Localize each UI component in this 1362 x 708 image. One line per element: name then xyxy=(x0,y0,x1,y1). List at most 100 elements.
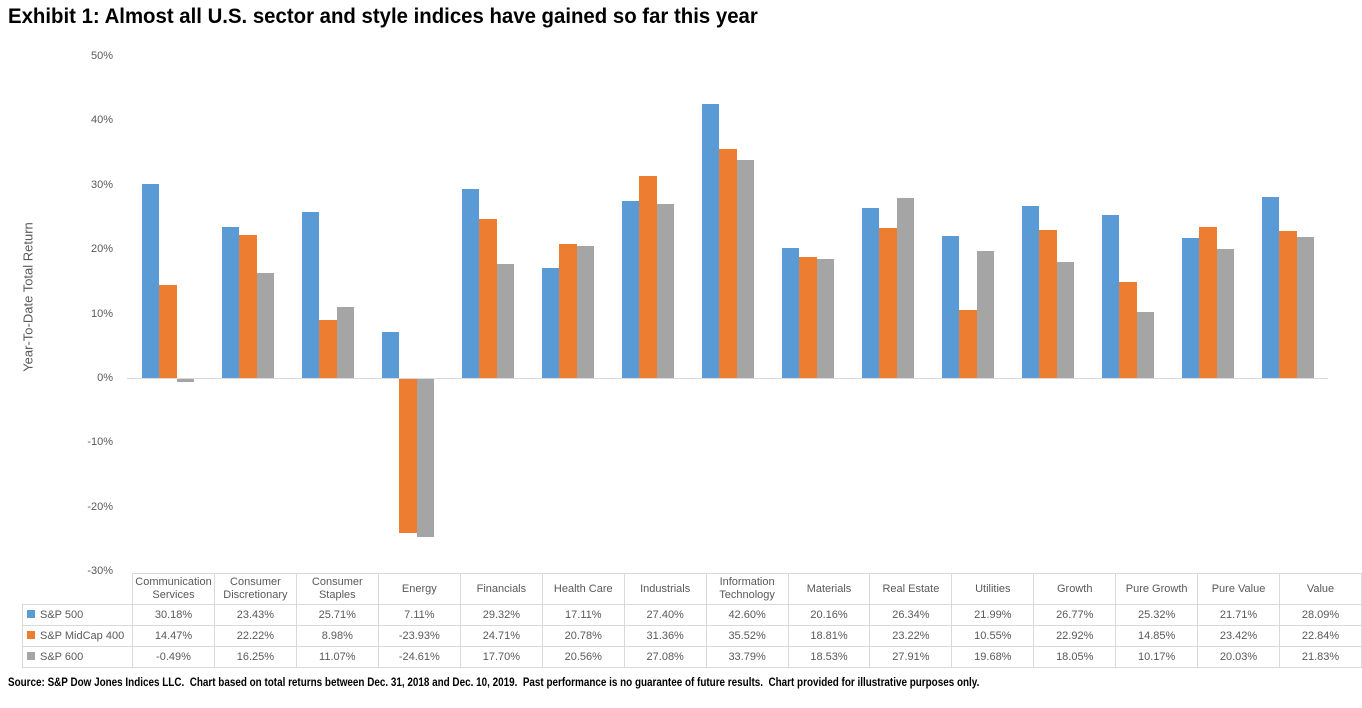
plot-area xyxy=(127,56,1328,572)
table-value-s-p-500-materials: 20.16% xyxy=(787,604,871,626)
table-value-s-p-600-utilities: 19.68% xyxy=(951,646,1035,668)
bar-group-pure-value xyxy=(1168,56,1248,572)
bar-group-health-care xyxy=(528,56,608,572)
table-value-s-p-midcap-400-financials: 24.71% xyxy=(459,625,543,647)
table-value-s-p-600-pure-growth: 10.17% xyxy=(1115,646,1199,668)
bar-s-p-500-pure-value xyxy=(1181,238,1200,378)
bar-s-p-600-financials xyxy=(496,263,515,378)
table-value-s-p-500-value: 28.09% xyxy=(1278,604,1362,626)
bar-group-utilities xyxy=(928,56,1008,572)
bar-s-p-600-utilities xyxy=(976,251,995,378)
table-value-s-p-midcap-400-growth: 22.92% xyxy=(1033,625,1117,647)
legend-cell-s-p-600: S&P 600 xyxy=(21,646,134,668)
table-value-s-p-500-financials: 29.32% xyxy=(459,604,543,626)
bar-s-p-600-materials xyxy=(816,258,835,378)
data-table: Communication Services Consumer Discretio… xyxy=(21,573,1362,668)
table-row-s-p-midcap-400: S&P MidCap 400 14.47% 22.22% 8.98% -23.93% 24… xyxy=(21,625,1362,647)
table-value-s-p-600-consumer-discretionary: 16.25% xyxy=(213,646,297,668)
legend-cell-s-p-midcap-400: S&P MidCap 400 xyxy=(21,625,134,647)
table-col-header-real-estate: Real Estate xyxy=(869,573,953,605)
bar-group-consumer-discretionary xyxy=(208,56,288,572)
table-value-s-p-midcap-400-health-care: 20.78% xyxy=(541,625,625,647)
table-value-s-p-500-industrials: 27.40% xyxy=(623,604,707,626)
table-col-header-communication-services: Communication Services xyxy=(132,573,215,605)
table-value-s-p-600-consumer-staples: 11.07% xyxy=(295,646,379,668)
bar-group-real-estate xyxy=(848,56,928,572)
bar-s-p-600-growth xyxy=(1056,261,1075,378)
bar-s-p-500-energy xyxy=(381,332,400,378)
legend-swatch-s-p-midcap-400 xyxy=(27,631,35,639)
bar-s-p-600-energy xyxy=(416,378,435,538)
table-corner-cell xyxy=(22,573,134,605)
chart-title: Exhibit 1: Almost all U.S. sector and st… xyxy=(8,5,758,28)
bar-s-p-midcap-400-utilities xyxy=(959,309,977,378)
bar-s-p-500-materials xyxy=(781,248,800,378)
table-col-header-energy: Energy xyxy=(377,573,461,605)
bar-s-p-midcap-400-growth xyxy=(1039,230,1057,378)
y-axis: 50% 40% 30% 20% 10% 0% -10% -20% -30% xyxy=(40,50,113,577)
y-tick-label: 20% xyxy=(90,243,113,256)
table-value-s-p-midcap-400-materials: 18.81% xyxy=(787,625,871,647)
bar-s-p-midcap-400-financials xyxy=(479,218,497,378)
bar-group-consumer-staples xyxy=(288,56,368,572)
y-tick-label: 10% xyxy=(90,307,113,320)
table-value-s-p-600-energy: -24.61% xyxy=(377,646,461,668)
bar-s-p-midcap-400-consumer-discretionary xyxy=(239,234,257,378)
table-col-header-pure-growth: Pure Growth xyxy=(1115,573,1199,605)
bar-s-p-midcap-400-pure-value xyxy=(1199,227,1217,378)
table-value-s-p-600-value: 21.83% xyxy=(1278,646,1362,668)
table-row-s-p-500: S&P 500 30.18% 23.43% 25.71% 7.11% 29.32% 17.1… xyxy=(21,604,1362,626)
table-value-s-p-500-real-estate: 26.34% xyxy=(869,604,953,626)
bar-s-p-500-financials xyxy=(461,189,480,378)
bar-s-p-500-growth xyxy=(1021,205,1040,378)
bar-s-p-500-pure-growth xyxy=(1101,214,1120,378)
table-col-header-health-care: Health Care xyxy=(541,573,625,605)
table-value-s-p-500-growth: 26.77% xyxy=(1033,604,1117,626)
bar-s-p-600-real-estate xyxy=(896,198,915,378)
bar-group-industrials xyxy=(608,56,688,572)
chart-area: Year-To-Date Total Return 50% 40% 30% 20% 10… xyxy=(0,40,1362,577)
bar-s-p-600-information-technology xyxy=(736,160,755,378)
bar-s-p-midcap-400-energy xyxy=(399,378,417,533)
bar-s-p-600-health-care xyxy=(576,245,595,378)
bar-s-p-midcap-400-real-estate xyxy=(879,228,897,378)
table-value-s-p-midcap-400-communication-services: 14.47% xyxy=(132,625,215,647)
bar-group-value xyxy=(1248,56,1328,572)
table-col-header-industrials: Industrials xyxy=(623,573,707,605)
bar-group-information-technology xyxy=(688,56,768,572)
bar-s-p-600-industrials xyxy=(656,203,675,378)
legend-label: S&P 500 xyxy=(40,609,84,621)
bar-s-p-midcap-400-communication-services xyxy=(159,284,177,378)
table-value-s-p-500-consumer-staples: 25.71% xyxy=(295,604,379,626)
bar-s-p-midcap-400-pure-growth xyxy=(1119,282,1137,378)
table-col-header-information-technology: Information Technology xyxy=(705,573,789,605)
zero-axis-line xyxy=(127,377,1328,379)
table-value-s-p-500-pure-growth: 25.32% xyxy=(1115,604,1199,626)
table-value-s-p-500-information-technology: 42.60% xyxy=(705,604,789,626)
table-value-s-p-600-materials: 18.53% xyxy=(787,646,871,668)
bar-s-p-600-communication-services xyxy=(176,378,195,383)
table-value-s-p-600-growth: 18.05% xyxy=(1033,646,1117,668)
table-value-s-p-midcap-400-real-estate: 23.22% xyxy=(869,625,953,647)
table-value-s-p-midcap-400-pure-value: 23.42% xyxy=(1197,625,1280,647)
bar-s-p-600-pure-value xyxy=(1216,248,1235,378)
bar-s-p-500-health-care xyxy=(541,267,560,378)
table-value-s-p-midcap-400-pure-growth: 14.85% xyxy=(1115,625,1199,647)
table-value-s-p-600-real-estate: 27.91% xyxy=(869,646,953,668)
bar-s-p-500-information-technology xyxy=(701,103,720,378)
table-value-s-p-500-consumer-discretionary: 23.43% xyxy=(213,604,297,626)
table-value-s-p-500-pure-value: 21.71% xyxy=(1197,604,1280,626)
bar-s-p-500-value xyxy=(1261,197,1280,378)
table-col-header-financials: Financials xyxy=(459,573,543,605)
bar-group-materials xyxy=(768,56,848,572)
bar-s-p-midcap-400-value xyxy=(1279,230,1297,378)
y-tick-label: 50% xyxy=(90,50,113,62)
legend-label: S&P 600 xyxy=(40,651,84,663)
bar-s-p-500-communication-services xyxy=(141,183,160,378)
table-value-s-p-500-communication-services: 30.18% xyxy=(132,604,215,626)
bar-group-pure-growth xyxy=(1088,56,1168,572)
table-col-header-utilities: Utilities xyxy=(951,573,1035,605)
y-tick-label: 40% xyxy=(90,114,113,127)
table-value-s-p-600-industrials: 27.08% xyxy=(623,646,707,668)
